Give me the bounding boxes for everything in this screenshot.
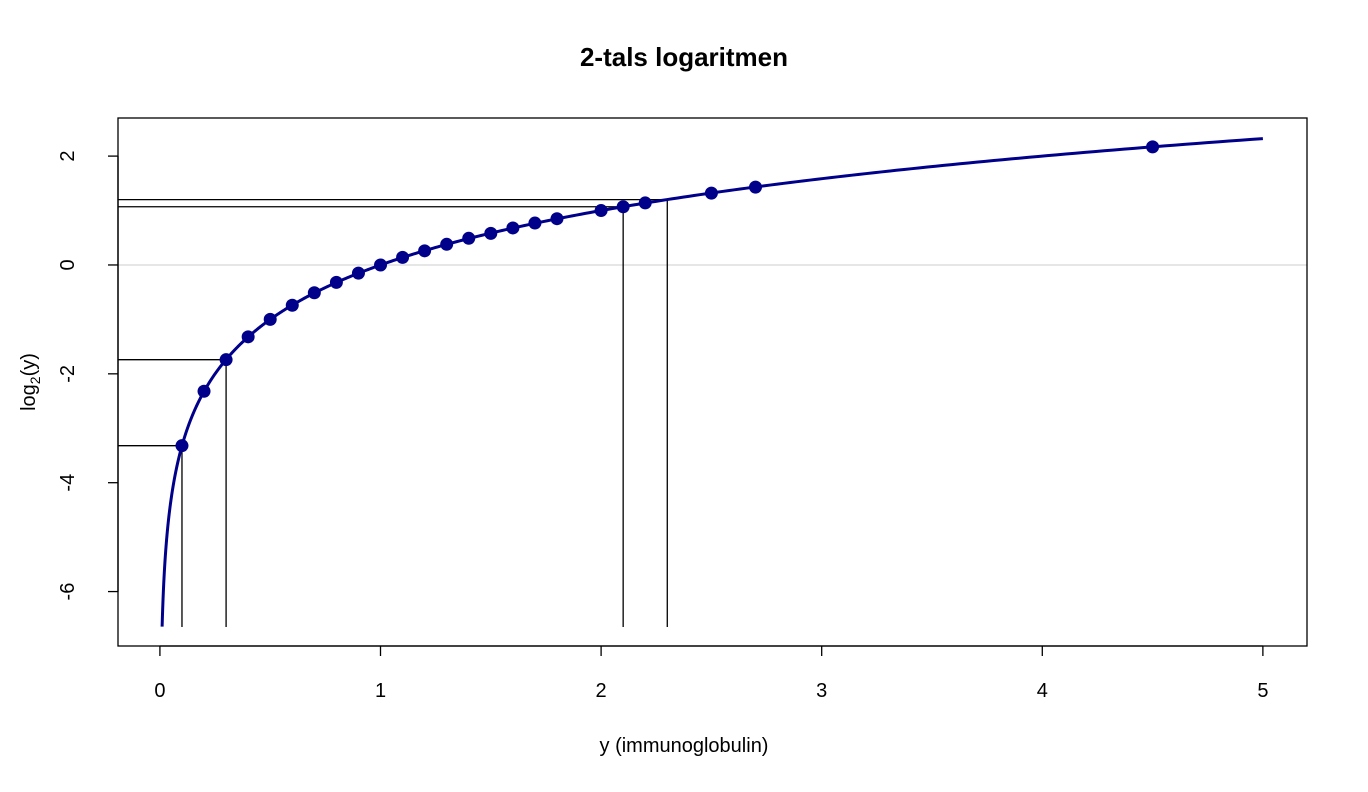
- y-tick-label: -4: [57, 474, 79, 492]
- points-layer: [175, 140, 1160, 453]
- data-point: [749, 180, 763, 194]
- data-point: [197, 384, 211, 398]
- x-tick-label: 3: [816, 680, 827, 702]
- data-point: [219, 353, 233, 367]
- data-point: [307, 286, 321, 300]
- x-tick-label: 0: [154, 680, 165, 702]
- data-point: [418, 244, 432, 258]
- reference-lines-layer: [118, 198, 668, 627]
- data-point: [616, 200, 630, 214]
- curve-layer: [160, 137, 1263, 627]
- data-point: [285, 298, 299, 312]
- x-tick-label: 1: [375, 680, 386, 702]
- data-point: [329, 275, 343, 289]
- data-point: [175, 439, 189, 453]
- data-point: [550, 212, 564, 226]
- x-axis-label: y (immunoglobulin): [599, 735, 769, 757]
- data-point: [462, 231, 476, 245]
- y-tick-label: -2: [57, 365, 79, 383]
- x-tick-label: 5: [1257, 680, 1268, 702]
- data-point: [594, 204, 608, 218]
- data-point: [484, 226, 498, 240]
- y-tick-label: 2: [57, 151, 79, 162]
- y-tick-label: -6: [57, 583, 79, 601]
- data-point: [528, 216, 542, 230]
- data-point: [638, 196, 652, 210]
- data-point: [1146, 140, 1160, 154]
- data-point: [241, 330, 255, 344]
- x-tick-label: 2: [596, 680, 607, 702]
- data-point: [263, 312, 277, 326]
- axes-layer: 0 1 2 3 4 5 -6 -4 -2 0 2: [57, 117, 1308, 702]
- data-point: [396, 250, 410, 264]
- data-point: [440, 237, 454, 251]
- x-tick-label: 4: [1037, 680, 1048, 702]
- data-point: [374, 258, 388, 272]
- data-point: [506, 221, 520, 235]
- data-point: [704, 186, 718, 200]
- y-tick-label: 0: [57, 259, 79, 270]
- log2-curve: [160, 137, 1263, 627]
- chart-title: 2-tals logaritmen: [579, 42, 789, 72]
- data-point: [351, 266, 365, 280]
